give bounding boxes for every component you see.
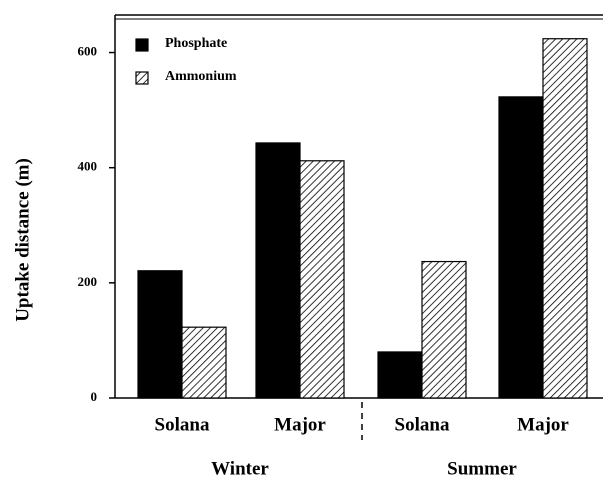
legend-label: Phosphate [165,36,227,51]
bar [498,96,544,399]
bar [181,326,227,399]
legend-label: Ammonium [165,69,237,84]
x-tick-label: Major [274,414,326,435]
x-tick-label: Solana [155,414,210,435]
legend-swatch [135,71,149,85]
bar [255,142,301,399]
y-tick-label: 200 [78,274,98,289]
y-tick-label: 600 [78,44,98,59]
bar [542,38,588,399]
y-tick-label: 400 [78,159,98,174]
bar [421,260,467,399]
x-tick-label: Solana [395,414,450,435]
legend-swatch [135,38,149,52]
bar [299,160,345,399]
y-axis-label: Uptake distance (m) [12,158,33,322]
bar [137,270,183,399]
y-tick-label: 0 [91,389,98,404]
bar [377,351,423,399]
group-label: Summer [447,458,517,479]
x-tick-label: Major [517,414,569,435]
group-label: Winter [211,458,269,479]
